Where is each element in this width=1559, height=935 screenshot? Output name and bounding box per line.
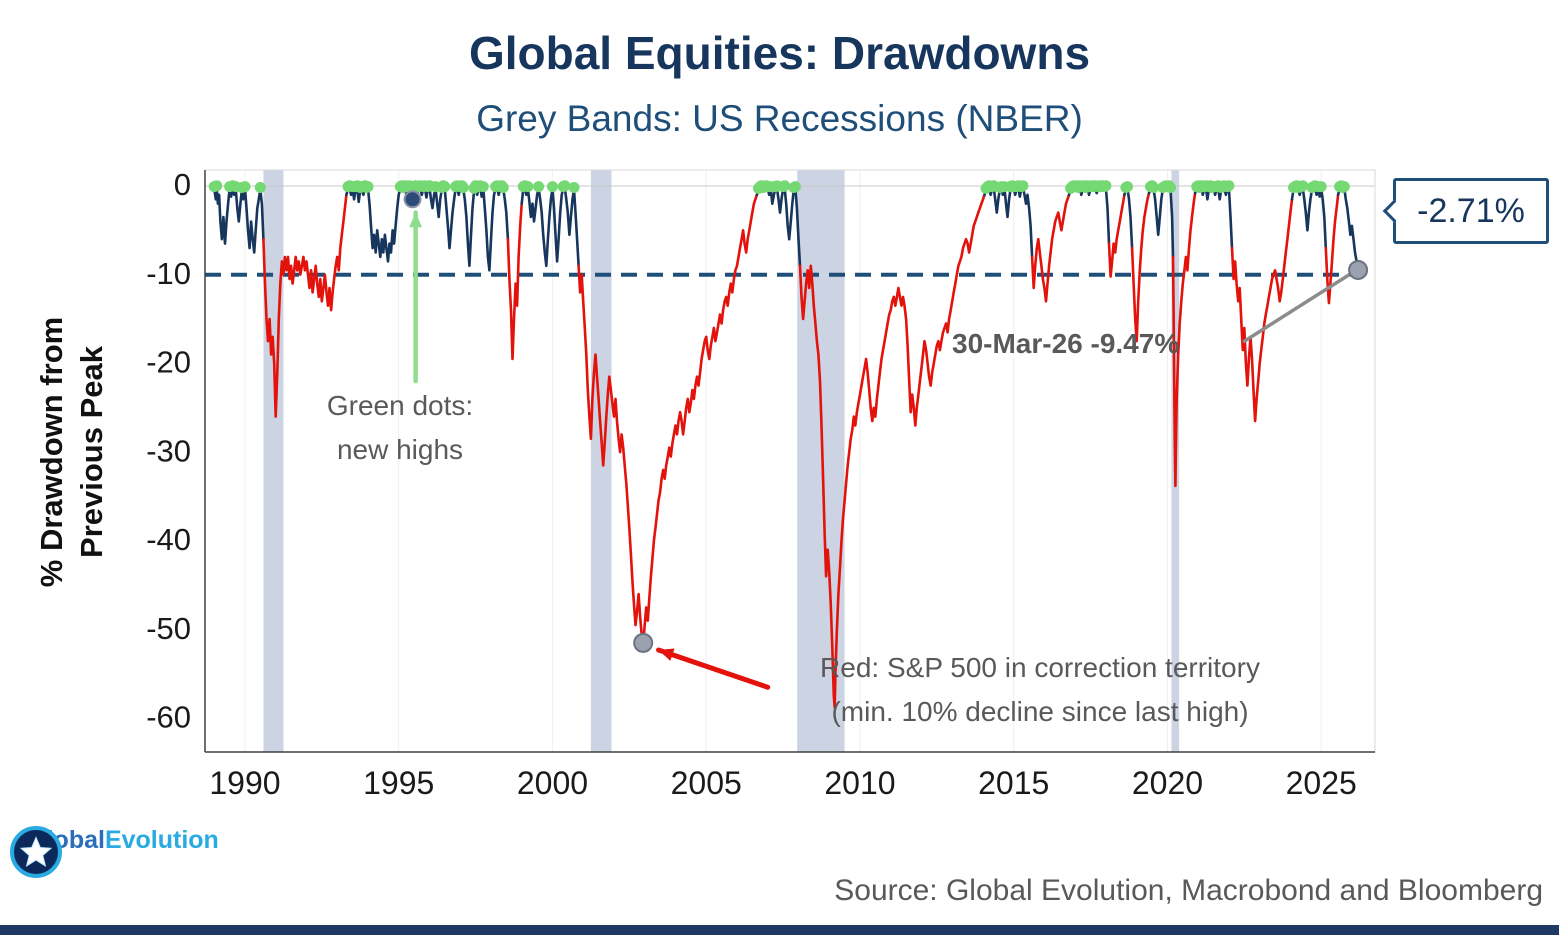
new-high-dot xyxy=(439,181,451,193)
y-tick-label: -10 xyxy=(146,256,191,291)
x-tick-label: 2015 xyxy=(978,765,1049,801)
marker-dot xyxy=(403,190,422,209)
x-tick-label: 2020 xyxy=(1132,765,1203,801)
new-high-dot xyxy=(533,181,545,193)
new-high-dot xyxy=(1223,180,1235,192)
new-high-dot xyxy=(1315,181,1327,193)
drawdown-line-correction xyxy=(1171,191,1197,488)
drawdown-line-correction xyxy=(577,193,759,645)
last-point-label: 30-Mar-26 -9.47% xyxy=(952,328,1180,359)
new-high-dot xyxy=(362,181,374,193)
x-tick-label: 1995 xyxy=(363,765,434,801)
drawdown-line xyxy=(520,186,580,268)
x-tick-label: 2025 xyxy=(1286,765,1357,801)
x-tick-label: 2005 xyxy=(671,765,742,801)
drawdown-line xyxy=(983,186,1034,259)
grey-arrow xyxy=(1242,270,1356,343)
new-high-dot xyxy=(568,182,580,193)
drawdown-line-correction xyxy=(1230,198,1294,423)
current-drawdown-callout: -2.71% xyxy=(1393,178,1549,244)
new-high-dot xyxy=(789,181,801,193)
new-high-dot xyxy=(457,182,469,193)
page-subtitle: Grey Bands: US Recessions (NBER) xyxy=(476,98,1083,139)
x-tick-label: 1990 xyxy=(209,765,280,801)
new-high-dot xyxy=(254,182,266,193)
new-high-dot xyxy=(477,181,489,193)
drawdown-line xyxy=(345,186,510,272)
drawdown-line-correction xyxy=(262,193,348,418)
marker-dot xyxy=(633,632,654,653)
logo-star-icon xyxy=(10,826,62,878)
drawdown-line-correction xyxy=(506,202,523,361)
drawdown-line xyxy=(212,186,265,254)
y-tick-label: -40 xyxy=(146,522,191,557)
recession-band xyxy=(590,170,612,752)
drawdown-line-correction xyxy=(1107,193,1126,278)
drawdown-line xyxy=(1123,187,1134,250)
drawdown-line-correction xyxy=(798,193,986,709)
green-arrow-head xyxy=(409,212,423,228)
x-tick-label: 2000 xyxy=(517,765,588,801)
marker-dot xyxy=(1348,259,1369,280)
drawdown-line xyxy=(1193,186,1234,250)
red-arrow-head xyxy=(658,648,675,661)
y-tick-label: -60 xyxy=(146,699,191,734)
new-high-dot xyxy=(1165,182,1176,193)
new-high-dot xyxy=(779,180,791,192)
new-high-dot xyxy=(211,180,223,192)
green-dots-note-line1: Green dots: xyxy=(326,390,474,421)
source-text: Source: Global Evolution, Macrobond and … xyxy=(834,874,1543,907)
green-dots-note: Green dots: new highs xyxy=(270,384,530,472)
drawdown-line-correction xyxy=(1030,193,1071,303)
y-tick-label: 0 xyxy=(174,167,191,202)
bottom-accent-bar xyxy=(0,925,1559,935)
current-drawdown-value: -2.71% xyxy=(1417,191,1525,230)
correction-note-line1: Red: S&P 500 in correction territory xyxy=(820,652,1260,683)
red-arrow xyxy=(656,647,771,690)
green-dots-note-line2: new highs xyxy=(336,434,464,465)
y-tick-label: -30 xyxy=(146,433,191,468)
new-high-dot xyxy=(1017,180,1029,192)
new-high-dot xyxy=(1122,181,1133,193)
y-tick-label: -50 xyxy=(146,611,191,646)
new-high-dot xyxy=(1100,180,1112,192)
new-high-dot xyxy=(522,181,534,193)
drawdown-line xyxy=(755,186,802,268)
new-high-dot xyxy=(1338,181,1350,193)
y-tick-label: -20 xyxy=(146,345,191,380)
drawdown-line xyxy=(1067,186,1111,245)
logo-text-evolution: Evolution xyxy=(104,826,219,854)
correction-note: Red: S&P 500 in correction territory (mi… xyxy=(690,646,1390,734)
new-high-dot xyxy=(1148,182,1160,193)
new-high-dot xyxy=(559,180,571,192)
drawdown-line-correction xyxy=(1130,191,1151,343)
new-high-dot xyxy=(239,181,251,193)
drawdown-line xyxy=(1336,186,1360,272)
page-title: Global Equities: Drawdowns xyxy=(468,27,1091,79)
correction-note-line2: (min. 10% decline since last high) xyxy=(831,696,1249,727)
new-high-dot xyxy=(1297,180,1309,192)
new-high-dot xyxy=(497,182,509,193)
x-tick-label: 2010 xyxy=(824,765,895,801)
logo: GlobalEvolution xyxy=(8,824,238,878)
new-high-dot xyxy=(547,181,558,193)
drawdown-line xyxy=(1147,186,1175,259)
